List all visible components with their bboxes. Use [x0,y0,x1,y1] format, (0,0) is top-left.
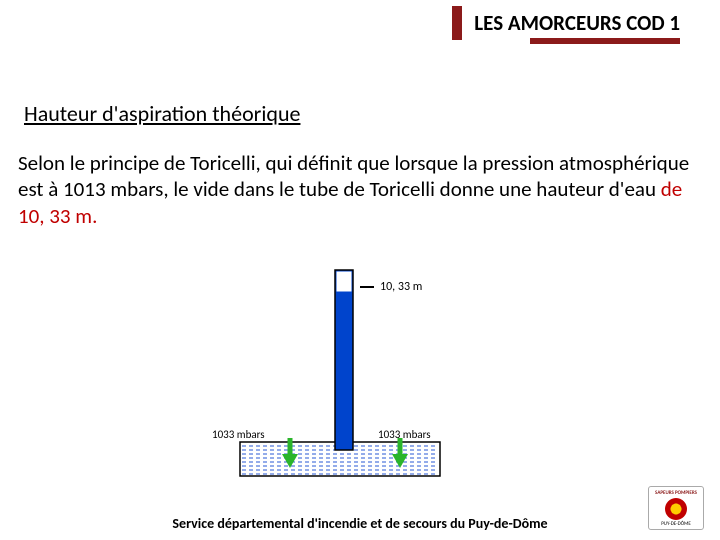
section-title: Hauteur d'aspiration théorique [24,100,300,127]
toricelli-diagram: 10, 33 m 1033 mbars 1033 mbars [200,260,520,490]
height-tick-icon [360,286,374,288]
header-underline-icon [530,38,680,44]
diagram-svg [200,260,520,490]
header-title: LES AMORCEURS COD 1 [474,10,680,36]
logo: SAPEURS POMPIERS PUY-DE-DÔME [648,486,704,530]
header-bar-icon [452,6,462,40]
height-label: 10, 33 m [380,280,422,294]
pressure-label-right: 1033 mbars [378,428,431,441]
pressure-label-left: 1033 mbars [212,428,265,441]
body-paragraph: Selon le principe de Toricelli, qui défi… [18,150,690,229]
logo-top-text: SAPEURS POMPIERS [655,490,697,496]
slide: LES AMORCEURS COD 1 Hauteur d'aspiration… [0,0,720,540]
tube-rect [335,270,353,450]
logo-circle-icon [665,498,687,520]
body-text: Selon le principe de Toricelli, qui défi… [18,150,689,202]
footer-text: Service départemental d'incendie et de s… [0,515,720,532]
tube-void [337,272,352,292]
logo-bottom-text: PUY-DE-DÔME [661,521,691,527]
header: LES AMORCEURS COD 1 [452,6,680,40]
